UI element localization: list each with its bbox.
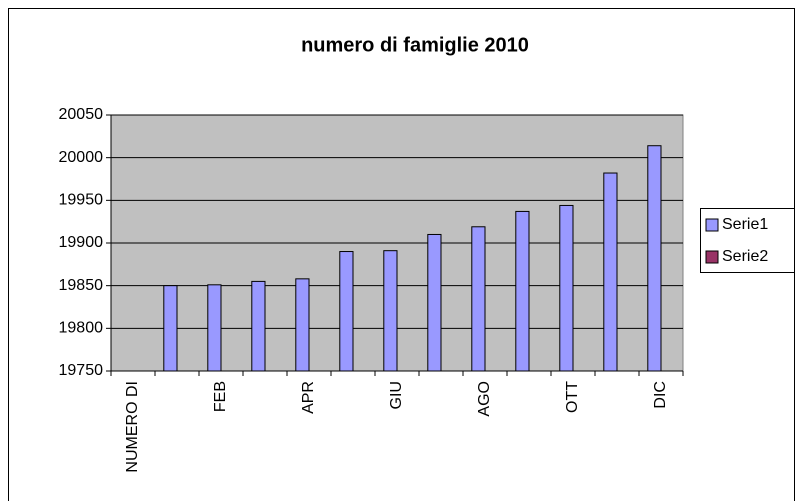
y-tick-label: 19800: [59, 320, 104, 337]
legend-label: Serie2: [722, 248, 768, 265]
bar: [339, 251, 354, 372]
x-tick-label: NUMERO DI: [124, 381, 141, 473]
bar: [427, 233, 442, 372]
y-tick-label: 20000: [59, 149, 104, 166]
x-tick-label: DIC: [652, 381, 669, 409]
bar: [603, 172, 618, 372]
chart-title: numero di famiglie 2010: [301, 34, 529, 56]
bar: [163, 285, 178, 372]
x-tick-label: APR: [300, 381, 317, 414]
bar: [515, 210, 530, 372]
bar: [647, 145, 662, 372]
bar: [383, 250, 398, 372]
bar: [559, 204, 574, 372]
x-tick-label: GIU: [388, 381, 405, 409]
bar: [295, 278, 310, 372]
y-tick-label: 20050: [59, 106, 104, 123]
x-tick-label: AGO: [476, 381, 493, 417]
x-tick-label: OTT: [564, 381, 581, 413]
legend-swatch: [705, 250, 719, 264]
y-tick-label: 19950: [59, 192, 104, 209]
legend-label: Serie1: [722, 216, 768, 233]
legend-swatch: [705, 218, 719, 232]
y-tick-label: 19750: [59, 362, 104, 379]
x-tick-label: FEB: [212, 381, 229, 412]
bar: [471, 226, 486, 372]
bar: [207, 284, 222, 372]
y-tick-label: 19900: [59, 234, 104, 251]
bar: [251, 280, 266, 372]
y-tick-label: 19850: [59, 277, 104, 294]
